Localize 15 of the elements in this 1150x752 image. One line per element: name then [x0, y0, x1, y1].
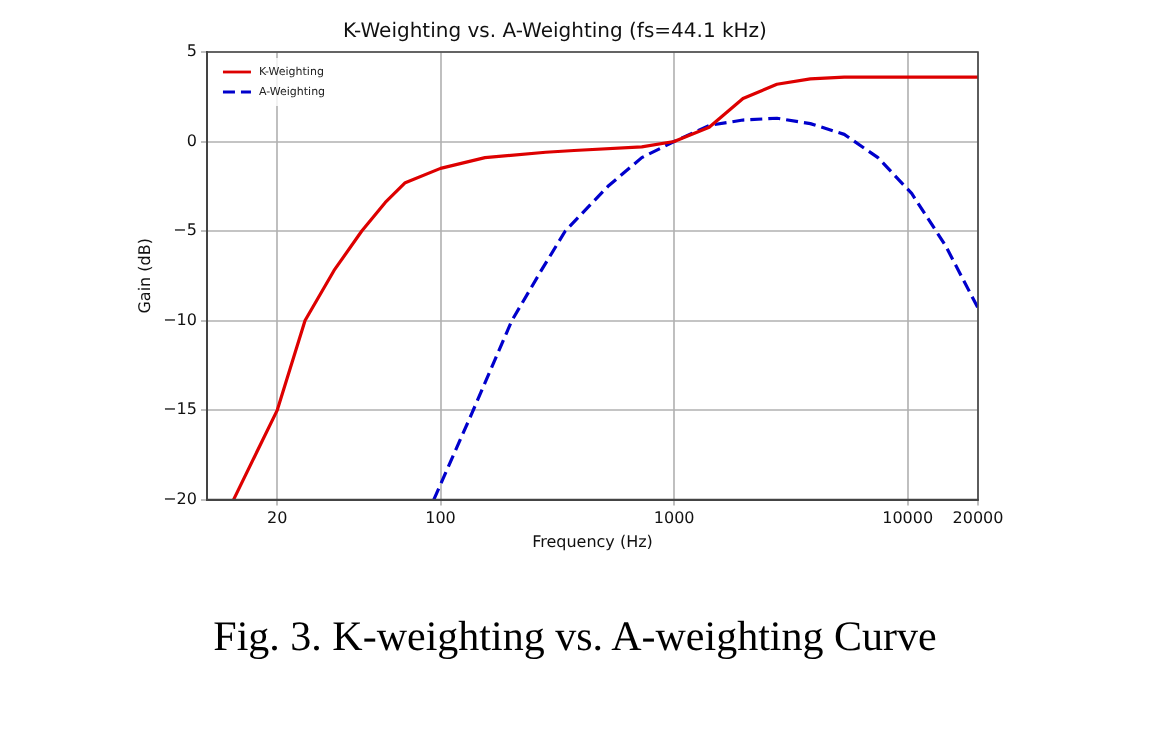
- y-tick-label: −20: [163, 489, 197, 508]
- x-axis-title: Frequency (Hz): [532, 532, 653, 551]
- y-tick-label: −15: [163, 400, 197, 419]
- y-axis-title: Gain (dB): [135, 238, 154, 314]
- chart-title: K-Weighting vs. A-Weighting (fs=44.1 kHz): [343, 21, 768, 44]
- y-tick-label: −5: [173, 221, 197, 240]
- x-tick-label: 20000: [952, 509, 1004, 528]
- y-tick-label: 0: [186, 131, 197, 150]
- caption: Fig. 3. K-weighting vs. A-weighting Curve: [211, 612, 939, 662]
- y-tick-label: −10: [163, 310, 197, 329]
- y-tick-label: 5: [186, 42, 197, 61]
- x-tick-label: 100: [425, 509, 456, 528]
- x-tick-label: 20: [267, 509, 288, 528]
- x-tick-label: 10000: [882, 509, 934, 528]
- x-tick-label: 1000: [653, 509, 695, 528]
